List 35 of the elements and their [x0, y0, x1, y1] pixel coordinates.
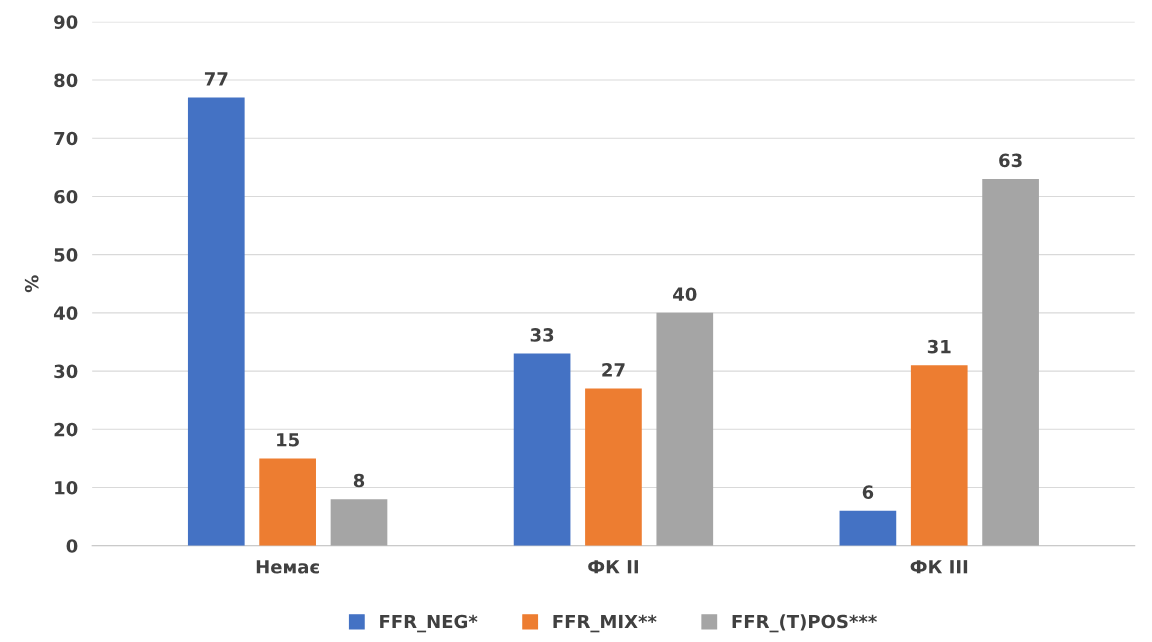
y-tick-label: 70 [54, 131, 78, 146]
x-tick-label: ФК II [588, 560, 638, 574]
legend-label: FFR_(T)POS*** [732, 614, 877, 633]
data-label: 33 [530, 328, 554, 342]
data-label: 6 [862, 485, 874, 499]
y-axis-title: % [24, 275, 39, 293]
bar [585, 388, 642, 546]
y-tick-label: 10 [55, 480, 78, 495]
x-tick-label: ФК III [910, 560, 968, 574]
data-label: 15 [277, 433, 299, 447]
bar [910, 365, 968, 546]
y-tick-label: 0 [66, 539, 78, 553]
bar [259, 458, 316, 546]
legend-label: FFR_MIX** [553, 614, 657, 633]
data-label: 40 [673, 287, 697, 302]
legend-label: FFR_NEG* [380, 614, 478, 633]
y-tick-label: 90 [54, 15, 78, 29]
data-label: 31 [927, 339, 951, 354]
bar [513, 353, 571, 546]
bar [187, 97, 245, 546]
y-tick-label: 20 [54, 422, 78, 437]
data-label: 77 [204, 72, 228, 86]
bar [656, 312, 714, 546]
y-tick-label: 80 [54, 73, 78, 88]
y-tick-label: 30 [54, 364, 78, 379]
bar [982, 178, 1039, 546]
bar [839, 510, 897, 546]
data-label: 27 [602, 363, 625, 377]
y-tick-label: 60 [54, 189, 78, 204]
x-tick-label: Немає [256, 560, 319, 574]
data-label: 63 [999, 153, 1022, 168]
bar [330, 499, 388, 546]
y-tick-label: 50 [54, 248, 78, 262]
data-label: 8 [353, 473, 365, 488]
y-tick-label: 40 [53, 306, 78, 320]
